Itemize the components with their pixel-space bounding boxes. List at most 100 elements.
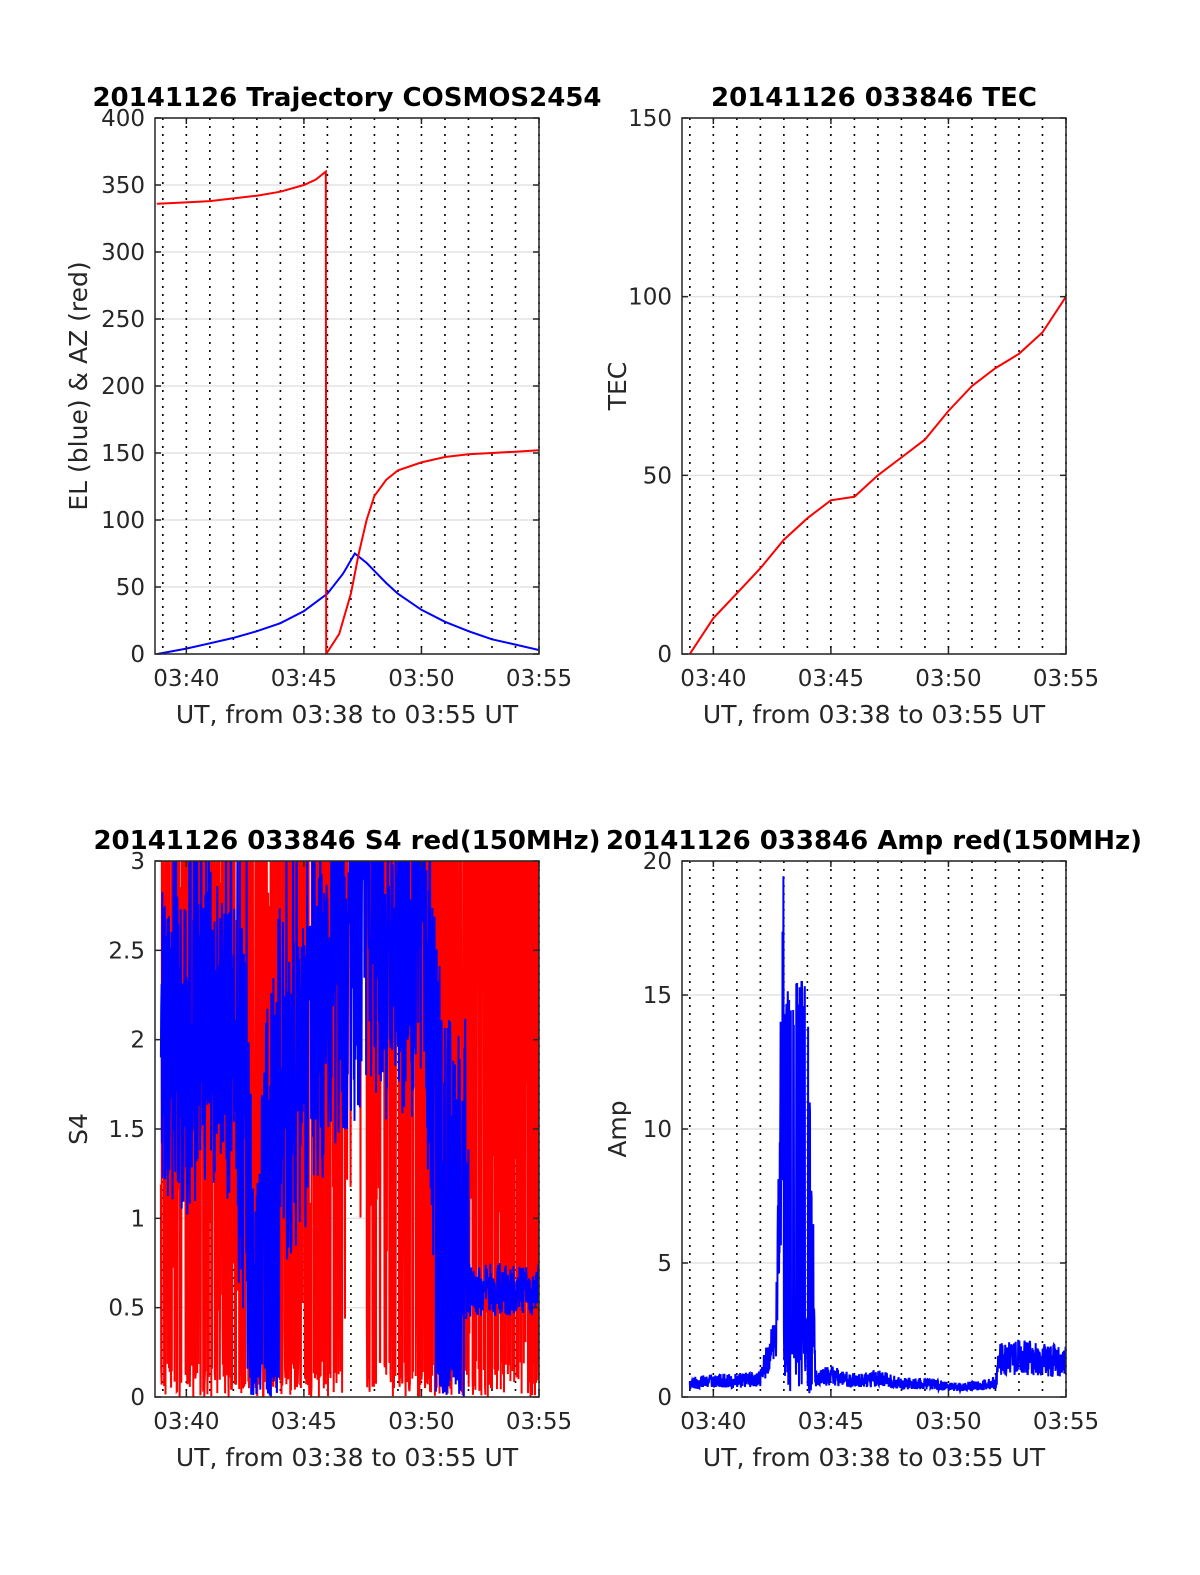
data-point (256, 194, 258, 197)
y-axis-label: S4 (64, 1113, 93, 1145)
data-point (1041, 331, 1044, 334)
chart-panel-3: 0 0.5 1 1.5 2 2.5 3 03:40 03:45 03:50 03:55 2014112… (64, 826, 601, 1472)
y-tick-label: 100 (101, 508, 145, 534)
data-point (354, 552, 356, 555)
data-point (514, 643, 517, 646)
data-point (385, 582, 387, 584)
data-point (314, 178, 317, 181)
data-point (994, 367, 997, 369)
data-point (232, 637, 235, 639)
data-point (185, 201, 188, 204)
data-point (736, 592, 738, 595)
data-point (365, 562, 368, 564)
y-tick-label: 150 (101, 441, 145, 467)
y-tick-label: 250 (101, 307, 145, 333)
chart-title: 20141126 033846 S4 red(150MHz) (93, 826, 600, 856)
data-point (900, 456, 903, 459)
x-axis-label: UT, from 03:38 to 03:55 UT (176, 700, 519, 729)
y-tick-label: 200 (101, 374, 145, 400)
x-tick-label: 03:50 (388, 666, 454, 692)
y-tick-label: 2.5 (108, 938, 145, 964)
data-point (444, 621, 446, 623)
y-tick-label: 0.5 (108, 1296, 145, 1322)
x-tick-label: 03:55 (506, 1409, 572, 1435)
y-tick-label: 5 (657, 1251, 672, 1277)
data-point (783, 538, 785, 541)
data-point (397, 592, 399, 595)
data-point (350, 592, 352, 595)
y-tick-label: 50 (643, 463, 672, 489)
chart-panel-4: 0 5 10 15 20 03:40 03:45 03:50 03:55 20141126 033… (603, 826, 1142, 1472)
chart-panel-2: 0 50 100 150 03:40 03:45 03:50 03:55 20141126 03… (603, 83, 1099, 729)
y-tick-label: 300 (101, 240, 145, 266)
data-point (924, 438, 926, 441)
x-tick-label: 03:40 (680, 1409, 746, 1435)
plot-area (682, 118, 1066, 654)
data-point (279, 190, 282, 193)
data-point (444, 456, 446, 458)
x-tick-label: 03:45 (271, 666, 337, 692)
x-tick-label: 03:45 (798, 666, 864, 692)
x-tick-label: 03:55 (506, 666, 572, 692)
y-tick-label: 0 (130, 642, 145, 668)
data-point (256, 630, 258, 633)
data-point (385, 479, 387, 481)
data-point (209, 642, 211, 645)
x-tick-label: 03:55 (1033, 1409, 1099, 1435)
y-tick-label: 1 (130, 1206, 145, 1232)
data-point (357, 552, 360, 555)
chart-panel-1: 0 50 100 150 200 250 300 350 400 03:40 03:45 03:50 0… (64, 83, 602, 729)
y-tick-label: 400 (101, 106, 145, 132)
data-point (279, 622, 282, 624)
x-axis-label: UT, from 03:38 to 03:55 UT (703, 1443, 1046, 1472)
data-point (759, 567, 762, 570)
amp-series-line (688, 876, 1066, 1395)
data-point (971, 385, 973, 387)
x-tick-label: 03:50 (388, 1409, 454, 1435)
data-point (467, 630, 470, 633)
y-tick-label: 10 (643, 1117, 672, 1143)
y-tick-label: 3 (130, 849, 145, 875)
data-point (365, 519, 368, 521)
data-point (467, 453, 470, 456)
data-point (830, 499, 832, 502)
x-tick-label: 03:50 (915, 666, 981, 692)
y-tick-label: 0 (657, 1385, 672, 1411)
chart-title: 20141126 033846 TEC (711, 83, 1037, 113)
data-point (397, 469, 399, 472)
data-point (342, 572, 344, 575)
y-tick-label: 2 (130, 1028, 145, 1054)
y-tick-label: 1.5 (108, 1117, 145, 1143)
y-tick-label: 150 (628, 106, 672, 132)
x-axis-label: UT, from 03:38 to 03:55 UT (703, 700, 1046, 729)
y-tick-label: 350 (101, 173, 145, 199)
x-tick-label: 03:45 (798, 1409, 864, 1435)
y-tick-label: 0 (130, 1385, 145, 1411)
y-tick-label: 50 (116, 575, 145, 601)
data-point (156, 202, 159, 205)
data-point (209, 200, 211, 202)
data-point (877, 474, 879, 477)
y-axis-label: EL (blue) & AZ (red) (64, 261, 93, 510)
y-tick-label: 0 (657, 642, 672, 668)
data-point (853, 495, 856, 498)
axes-box (681, 117, 1067, 655)
data-point (303, 184, 305, 186)
y-tick-label: 100 (628, 285, 672, 311)
y-tick-label: 15 (643, 983, 672, 1009)
data-point (491, 638, 493, 641)
data-point (373, 495, 376, 497)
y-tick-label: 20 (643, 849, 672, 875)
x-tick-label: 03:45 (271, 1409, 337, 1435)
x-tick-label: 03:40 (153, 666, 219, 692)
chart-title: 20141126 Trajectory COSMOS2454 (92, 83, 601, 113)
data-point (373, 570, 376, 572)
data-point (1018, 353, 1020, 355)
y-axis-label: Amp (603, 1100, 632, 1157)
x-axis-label: UT, from 03:38 to 03:55 UT (176, 1443, 519, 1472)
x-tick-label: 03:40 (680, 666, 746, 692)
el-series-line (157, 551, 539, 654)
s4-blue-series-line (159, 861, 539, 1397)
data-point (420, 608, 423, 611)
data-point (712, 617, 715, 620)
